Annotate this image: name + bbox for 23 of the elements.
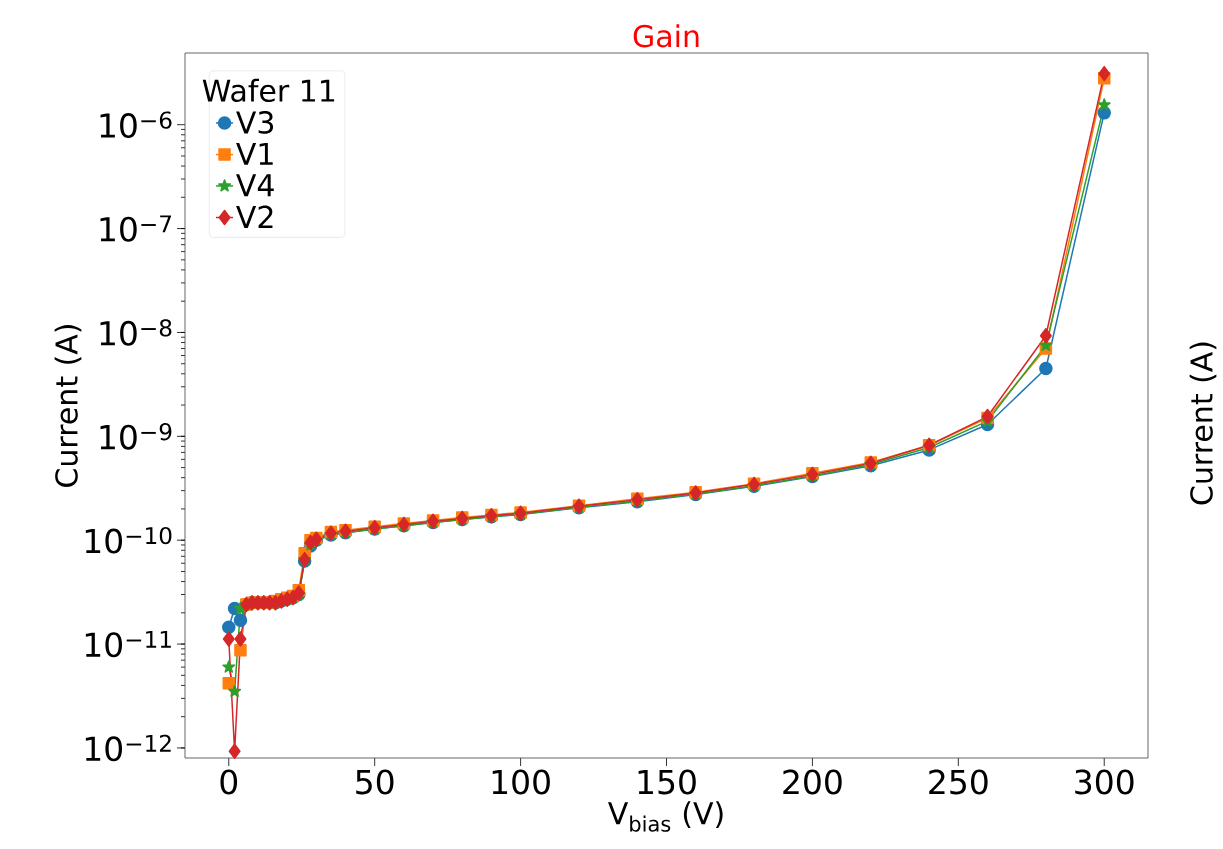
x-axis-title: V$_{bias}$ (V) xyxy=(608,801,723,832)
x-tick-label: 50 xyxy=(356,769,394,795)
y-axis-title: Current (A) xyxy=(54,325,82,487)
y-tick-label: 10$^{−8}$ xyxy=(100,319,172,346)
y-tick-label: 10$^{−12}$ xyxy=(85,734,171,762)
y-tick-label: 10$^{−10}$ xyxy=(85,526,172,554)
text: Current (A) xyxy=(1189,342,1217,505)
y-tick-label: 10$^{−11}$ xyxy=(85,630,171,658)
x-tick-label: 0 xyxy=(220,769,238,795)
x-tick-label: 200 xyxy=(783,769,842,795)
legend-label: V3 xyxy=(236,111,274,134)
legend-title: Wafer 11 xyxy=(202,78,335,103)
x-tick-label: 250 xyxy=(929,769,988,795)
x-tick-label: 300 xyxy=(1075,769,1134,795)
x-tick-label: 100 xyxy=(492,769,550,795)
legend-label: V1 xyxy=(236,142,273,165)
chart-title: Gain xyxy=(633,24,699,48)
y-tick-label: 10$^{−9}$ xyxy=(100,423,172,450)
x-tick-label: 150 xyxy=(638,769,696,795)
legend-label: V2 xyxy=(236,205,273,228)
y-tick-label: 10$^{−7}$ xyxy=(100,215,171,242)
y-tick-label: 10$^{−6}$ xyxy=(100,111,172,139)
legend-label: V4 xyxy=(236,174,274,197)
